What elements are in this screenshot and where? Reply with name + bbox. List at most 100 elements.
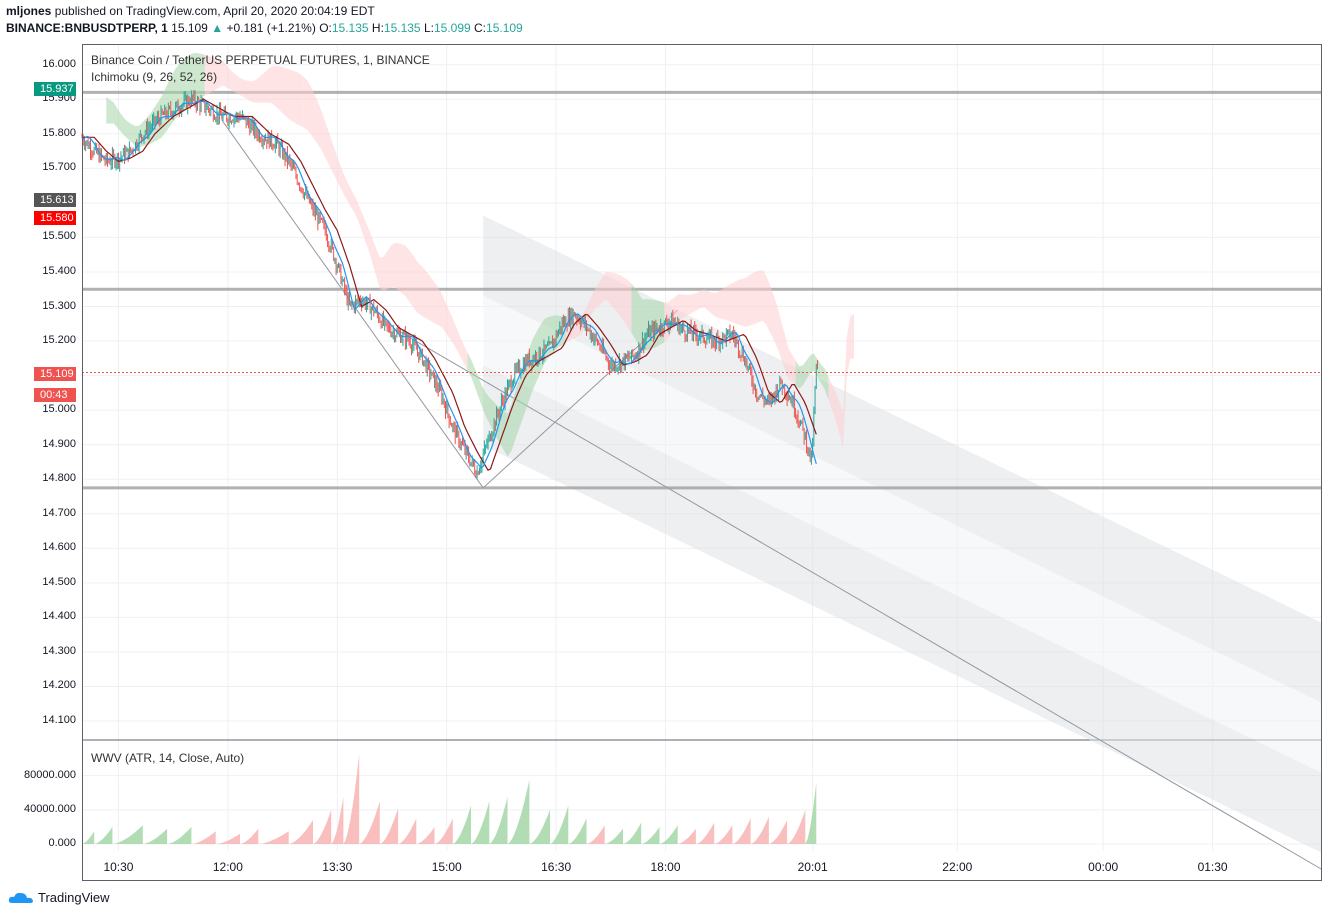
volume-area bbox=[805, 782, 817, 844]
volume-area bbox=[787, 809, 806, 844]
time-tick-label: 13:30 bbox=[322, 860, 353, 874]
publish-text: published on TradingView.com, April 20, … bbox=[54, 4, 375, 18]
brand-name: TradingView bbox=[38, 890, 110, 905]
high-label: H: bbox=[371, 21, 384, 35]
kijun-line bbox=[82, 98, 817, 471]
volume-area bbox=[471, 801, 490, 844]
wwv-legend[interactable]: WWV (ATR, 14, Close, Auto) bbox=[91, 751, 245, 765]
publisher-name[interactable]: mljones bbox=[6, 4, 52, 18]
time-tick-label: 01:30 bbox=[1197, 860, 1228, 874]
price-tick-label: 14.400 bbox=[42, 610, 76, 623]
volume-area bbox=[359, 801, 380, 844]
volume-area bbox=[677, 828, 696, 844]
ichimoku-cloud bbox=[106, 97, 140, 148]
open-value: 15.135 bbox=[331, 21, 369, 35]
ichimoku-cloud bbox=[270, 65, 304, 128]
price-tick-label: 14.500 bbox=[42, 575, 76, 588]
volume-area bbox=[398, 818, 417, 844]
high-value: 15.135 bbox=[383, 21, 421, 35]
tradingview-logo[interactable]: TradingView bbox=[8, 890, 110, 905]
time-tick-label: 16:30 bbox=[541, 860, 572, 874]
ichimoku-cloud bbox=[565, 283, 599, 344]
volume-area bbox=[641, 826, 660, 844]
time-tick-label: 20:01 bbox=[797, 860, 828, 874]
volume-area bbox=[191, 831, 216, 844]
price-tick-label: 16.000 bbox=[42, 57, 76, 70]
channel-band-upper bbox=[483, 215, 1322, 703]
countdown-tag: 00:43 bbox=[34, 388, 76, 402]
volume-area bbox=[331, 797, 344, 844]
volume-area bbox=[142, 828, 168, 844]
low-value: 15.099 bbox=[433, 21, 471, 35]
symbol-label: BINANCE:BNBUSDTPERP, 1 bbox=[6, 21, 168, 35]
time-tick-label: 22:00 bbox=[942, 860, 973, 874]
price-tick-label: 15.300 bbox=[42, 299, 76, 312]
volume-area bbox=[586, 825, 605, 844]
volume-area bbox=[623, 822, 642, 844]
price-tick-label: 14.100 bbox=[42, 714, 76, 726]
time-tick-label: 00:00 bbox=[1088, 860, 1119, 874]
time-tick-label: 15:00 bbox=[431, 860, 462, 874]
price-tick-label: 15.200 bbox=[42, 334, 76, 347]
time-tick-label: 18:00 bbox=[650, 860, 681, 874]
volume-area bbox=[550, 805, 569, 844]
volume-area bbox=[416, 826, 435, 844]
price-tick-label: 15.000 bbox=[42, 403, 76, 416]
price-tick-label: 14.600 bbox=[42, 541, 76, 554]
ichimoku-cloud bbox=[434, 282, 468, 370]
volume-area bbox=[750, 816, 769, 844]
price-tick-label: 14.800 bbox=[42, 472, 76, 485]
volume-area bbox=[313, 809, 332, 844]
ichimoku-cloud bbox=[697, 284, 730, 322]
publish-info: mljones published on TradingView.com, Ap… bbox=[6, 4, 375, 18]
volume-area bbox=[343, 754, 360, 844]
volume-area bbox=[529, 809, 550, 844]
volume-area bbox=[112, 825, 143, 844]
pitchfork-median bbox=[397, 330, 1323, 870]
volume-area bbox=[659, 825, 678, 844]
up-arrow-icon: ▲ bbox=[211, 21, 224, 35]
current-price-tag: 15.109 bbox=[34, 367, 76, 381]
ichimoku-cloud bbox=[729, 270, 763, 327]
ichimoku-cloud bbox=[303, 76, 337, 180]
cloud-icon bbox=[8, 892, 34, 903]
volume-tick-label: 40000.000 bbox=[24, 802, 76, 815]
close-label: C: bbox=[474, 21, 487, 35]
tenkan-line bbox=[81, 100, 817, 469]
chart-title: Binance Coin / TetherUS PERPETUAL FUTURE… bbox=[91, 53, 430, 67]
volume-area bbox=[452, 805, 471, 844]
ichimoku-cloud bbox=[368, 229, 402, 294]
volume-area bbox=[167, 826, 192, 844]
volume-area bbox=[288, 820, 313, 844]
volume-area bbox=[695, 822, 715, 844]
volume-tick-label: 80000.000 bbox=[24, 768, 76, 781]
ichimoku-cloud bbox=[336, 153, 369, 252]
price-tick-label: 14.300 bbox=[42, 644, 76, 657]
price-tick-label: 14.200 bbox=[42, 679, 76, 692]
ichimoku-cloud bbox=[828, 313, 854, 449]
volume-area bbox=[568, 818, 587, 844]
bid-price-tag: 15.580 bbox=[34, 211, 76, 225]
close-value: 15.109 bbox=[486, 21, 523, 35]
ichimoku-legend[interactable]: Ichimoku (9, 26, 52, 26) bbox=[91, 70, 218, 84]
volume-area bbox=[489, 797, 508, 844]
ichimoku-cloud bbox=[204, 54, 238, 96]
ichimoku-cloud bbox=[237, 67, 271, 103]
volume-area bbox=[507, 779, 530, 844]
last-price: 15.109 bbox=[171, 21, 208, 35]
volume-area bbox=[379, 808, 399, 844]
level-price-tag: 15.613 bbox=[34, 193, 76, 207]
price-tick-label: 14.900 bbox=[42, 437, 76, 450]
volume-area bbox=[714, 825, 733, 844]
volume-tick-label: 0.000 bbox=[48, 837, 76, 849]
ichimoku-cloud bbox=[664, 292, 698, 343]
price-tick-label: 15.400 bbox=[42, 264, 76, 277]
ichimoku-cloud bbox=[401, 244, 435, 324]
volume-area bbox=[215, 833, 240, 844]
price-change: +0.181 (+1.21%) bbox=[226, 21, 316, 35]
volume-area bbox=[732, 818, 751, 844]
price-tick-label: 15.500 bbox=[42, 230, 76, 243]
ichimoku-cloud bbox=[762, 270, 796, 386]
low-label: L: bbox=[423, 21, 434, 35]
